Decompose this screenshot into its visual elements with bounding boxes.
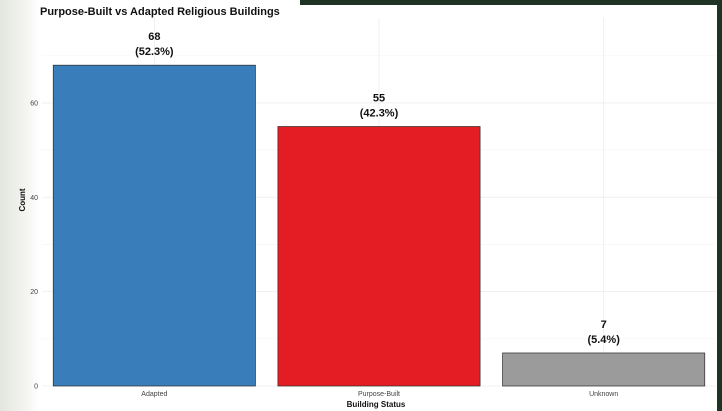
bar-percent-label: (52.3%) xyxy=(135,46,174,58)
bar-value-label: 68 xyxy=(148,31,160,43)
x-tick-labels: Adapted Purpose-Built Unknown xyxy=(141,391,618,398)
x-tick-label: Purpose-Built xyxy=(358,391,400,398)
y-tick-label: 0 xyxy=(34,384,38,391)
background-texture xyxy=(0,0,40,411)
y-axis-title: Count xyxy=(18,188,27,211)
bar-purpose-built xyxy=(277,126,481,387)
bar-adapted xyxy=(52,64,256,387)
x-axis-title: Building Status xyxy=(347,400,406,409)
y-tick-label: 20 xyxy=(30,289,38,296)
window-frame-right xyxy=(717,0,722,411)
bar-value-label: 55 xyxy=(373,93,385,105)
x-tick-label: Adapted xyxy=(141,391,167,398)
chart-title: Purpose-Built vs Adapted Religious Build… xyxy=(40,6,280,18)
bar-percent-label: (5.4%) xyxy=(587,334,620,346)
bar-percent-label: (42.3%) xyxy=(360,108,399,120)
bar-value-label: 7 xyxy=(601,319,607,331)
y-tick-labels: 0 20 40 60 xyxy=(30,100,38,390)
y-tick-label: 60 xyxy=(30,100,38,107)
bar-unknown xyxy=(502,352,706,387)
window-frame-top xyxy=(300,0,722,5)
y-tick-label: 40 xyxy=(30,195,38,202)
bars xyxy=(52,64,706,387)
data-labels: 68 (52.3%) 55 (42.3%) 7 (5.4%) xyxy=(135,31,620,346)
x-tick-label: Unknown xyxy=(589,391,618,398)
